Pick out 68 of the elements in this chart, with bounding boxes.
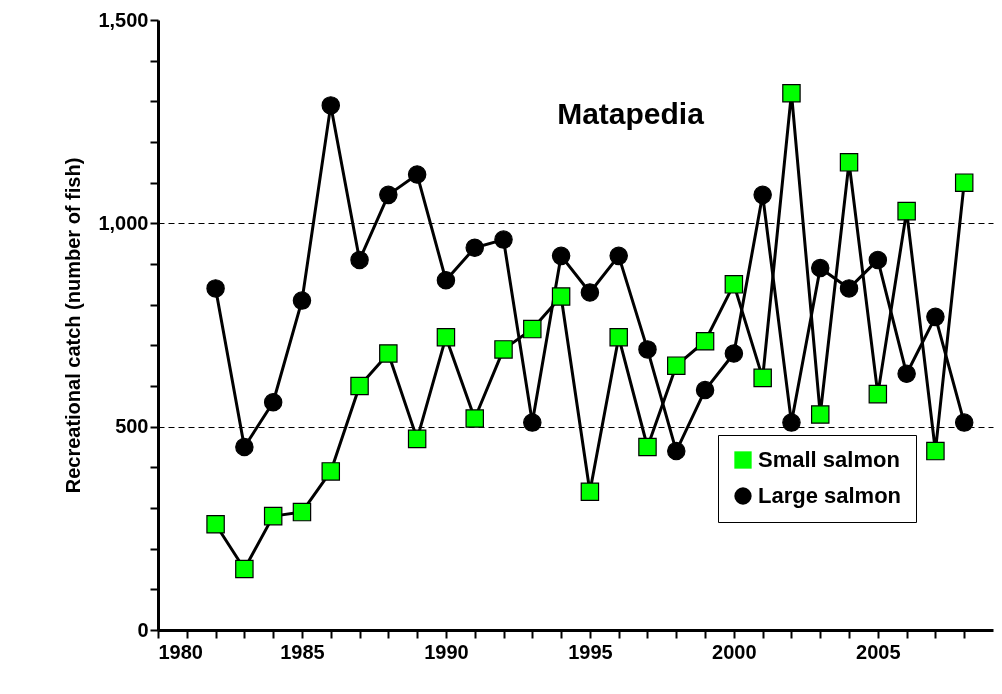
- point: [897, 364, 916, 384]
- point: [551, 287, 571, 306]
- point: [494, 340, 513, 359]
- point: [292, 291, 312, 310]
- point: [667, 356, 686, 375]
- point: [436, 327, 456, 347]
- point: [839, 153, 859, 172]
- point: [206, 515, 225, 534]
- point: [321, 462, 341, 481]
- point: [350, 376, 369, 396]
- point: [292, 502, 312, 522]
- point: [379, 344, 398, 363]
- point: [206, 279, 225, 298]
- point: [523, 319, 542, 339]
- y-tick-label: 500: [115, 415, 149, 438]
- point: [753, 185, 772, 205]
- point: [782, 83, 801, 103]
- y-tick-label: 1,000: [98, 211, 149, 234]
- point: [465, 238, 484, 257]
- point: [868, 250, 888, 270]
- y-tick-label: 0: [137, 618, 149, 641]
- point: [494, 230, 513, 249]
- point: [897, 201, 916, 221]
- x-tick-label: 1980: [158, 640, 203, 663]
- point: [407, 165, 427, 184]
- point: [638, 340, 657, 359]
- point: [638, 437, 657, 457]
- point: [839, 279, 859, 298]
- point: [609, 327, 628, 347]
- legend-label: Large salmon: [758, 483, 902, 508]
- point: [724, 344, 744, 363]
- point: [926, 307, 945, 327]
- point: [609, 246, 628, 266]
- point: [235, 559, 254, 579]
- point: [753, 368, 772, 388]
- point: [954, 173, 974, 192]
- point: [263, 393, 283, 412]
- point: [810, 258, 830, 278]
- x-tick-label: 1985: [280, 640, 325, 663]
- point: [436, 271, 456, 290]
- point: [407, 429, 427, 449]
- legend-label: Small salmon: [758, 447, 900, 472]
- point: [580, 283, 600, 302]
- x-tick-label: 1995: [568, 640, 613, 663]
- y-tick-label: 1,500: [98, 8, 149, 31]
- point: [350, 250, 369, 270]
- x-tick-label: 2005: [856, 640, 901, 663]
- point: [954, 413, 974, 432]
- point: [810, 405, 830, 424]
- point: [465, 409, 484, 428]
- point: [551, 246, 571, 266]
- point: [235, 437, 254, 457]
- point: [523, 413, 542, 432]
- x-tick-label: 2000: [712, 640, 757, 663]
- point: [926, 441, 945, 461]
- y-axis-title: Recreational catch (number of fish): [62, 157, 85, 494]
- text: Matapedia: [557, 97, 705, 130]
- point: [263, 506, 283, 526]
- point: [868, 384, 888, 404]
- point: [379, 185, 398, 205]
- x-tick-label: 1990: [424, 640, 469, 663]
- point: [782, 413, 801, 432]
- point: [667, 441, 686, 461]
- point: [580, 482, 600, 501]
- point: [321, 96, 341, 115]
- point: [724, 275, 744, 294]
- point: [695, 380, 715, 400]
- point: [695, 332, 715, 351]
